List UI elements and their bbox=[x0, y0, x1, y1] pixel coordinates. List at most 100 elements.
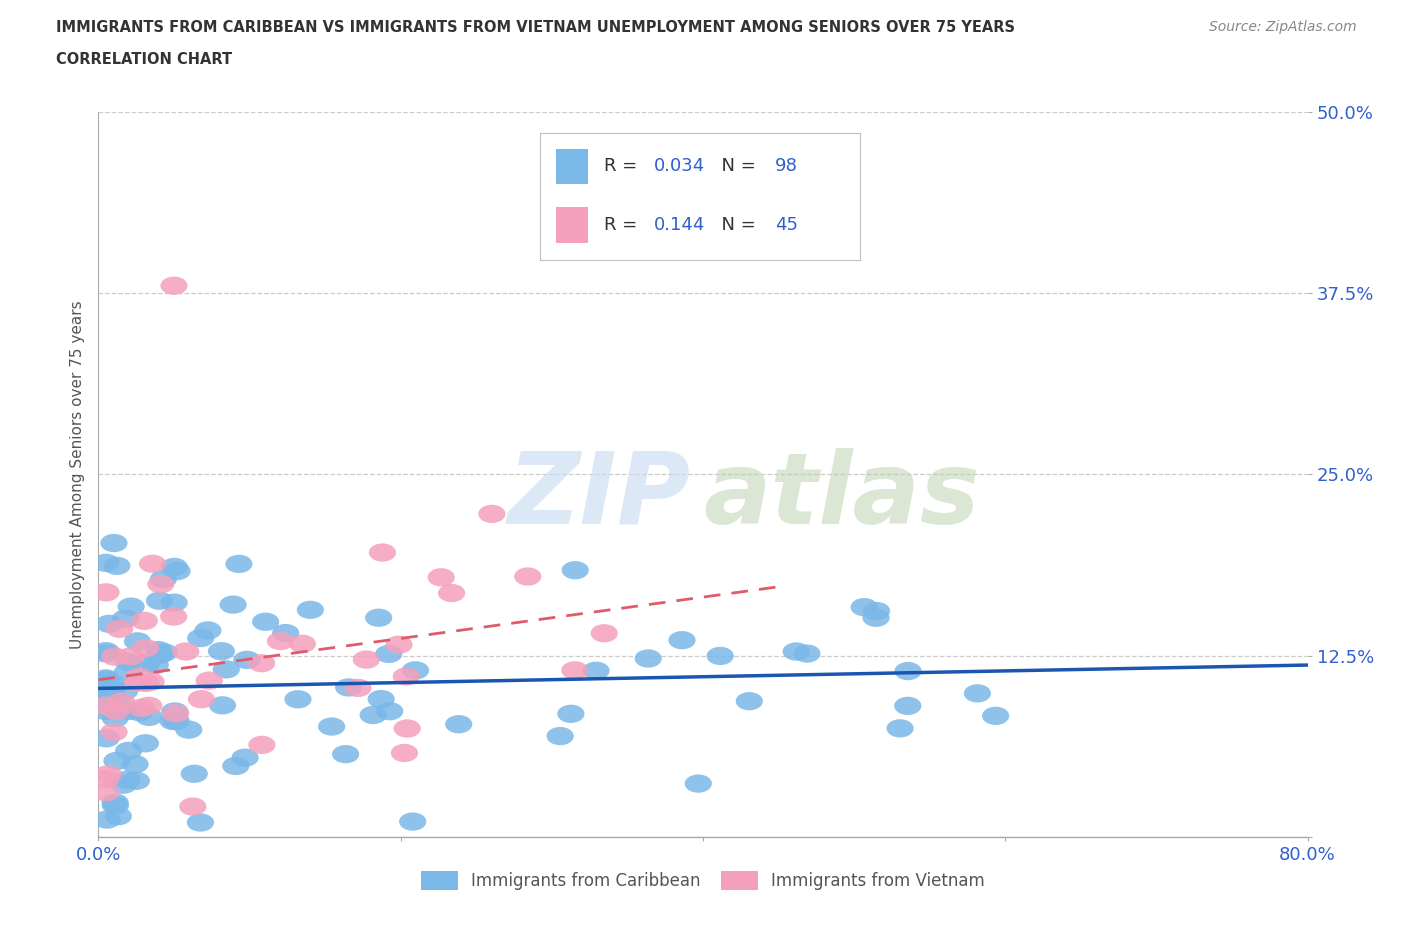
Ellipse shape bbox=[439, 584, 465, 603]
Ellipse shape bbox=[114, 663, 141, 682]
Ellipse shape bbox=[360, 706, 387, 724]
Ellipse shape bbox=[212, 660, 240, 679]
Ellipse shape bbox=[392, 668, 420, 685]
Ellipse shape bbox=[93, 702, 120, 720]
Ellipse shape bbox=[146, 591, 173, 610]
Ellipse shape bbox=[707, 646, 734, 665]
Ellipse shape bbox=[267, 631, 294, 650]
Ellipse shape bbox=[735, 692, 763, 711]
Ellipse shape bbox=[162, 704, 190, 723]
Ellipse shape bbox=[863, 602, 890, 620]
Ellipse shape bbox=[145, 641, 172, 659]
Ellipse shape bbox=[93, 729, 120, 748]
Ellipse shape bbox=[862, 608, 890, 627]
Ellipse shape bbox=[176, 721, 202, 738]
Ellipse shape bbox=[93, 677, 120, 695]
Ellipse shape bbox=[132, 639, 159, 658]
Ellipse shape bbox=[851, 598, 877, 617]
Ellipse shape bbox=[139, 554, 166, 573]
Ellipse shape bbox=[247, 654, 276, 672]
Ellipse shape bbox=[391, 744, 418, 762]
Ellipse shape bbox=[252, 613, 280, 631]
Ellipse shape bbox=[219, 595, 246, 614]
Ellipse shape bbox=[135, 708, 163, 726]
Text: CORRELATION CHART: CORRELATION CHART bbox=[56, 52, 232, 67]
Ellipse shape bbox=[232, 749, 259, 767]
Ellipse shape bbox=[332, 745, 359, 764]
Ellipse shape bbox=[115, 742, 142, 760]
Ellipse shape bbox=[118, 647, 145, 666]
Ellipse shape bbox=[208, 642, 235, 660]
Ellipse shape bbox=[114, 771, 141, 789]
Ellipse shape bbox=[97, 684, 125, 703]
Ellipse shape bbox=[138, 672, 165, 691]
Ellipse shape bbox=[894, 697, 921, 715]
Ellipse shape bbox=[103, 702, 129, 720]
Ellipse shape bbox=[368, 543, 396, 562]
Ellipse shape bbox=[187, 814, 214, 831]
Ellipse shape bbox=[271, 624, 299, 643]
Ellipse shape bbox=[93, 697, 120, 715]
Ellipse shape bbox=[112, 609, 139, 628]
Ellipse shape bbox=[160, 558, 188, 576]
Ellipse shape bbox=[399, 813, 426, 830]
Ellipse shape bbox=[288, 634, 316, 653]
Ellipse shape bbox=[132, 673, 159, 692]
Y-axis label: Unemployment Among Seniors over 75 years: Unemployment Among Seniors over 75 years bbox=[69, 300, 84, 648]
Ellipse shape bbox=[582, 661, 610, 680]
Ellipse shape bbox=[557, 705, 585, 723]
Ellipse shape bbox=[159, 711, 187, 730]
Ellipse shape bbox=[233, 651, 260, 669]
Ellipse shape bbox=[249, 736, 276, 754]
Ellipse shape bbox=[118, 597, 145, 616]
Ellipse shape bbox=[163, 712, 190, 730]
Ellipse shape bbox=[394, 719, 420, 737]
Ellipse shape bbox=[318, 717, 346, 736]
Ellipse shape bbox=[783, 643, 810, 660]
Ellipse shape bbox=[131, 612, 157, 630]
Ellipse shape bbox=[634, 649, 662, 668]
Ellipse shape bbox=[160, 276, 187, 295]
Ellipse shape bbox=[93, 810, 121, 829]
Ellipse shape bbox=[160, 593, 188, 612]
Ellipse shape bbox=[134, 654, 160, 672]
Ellipse shape bbox=[97, 673, 125, 692]
Ellipse shape bbox=[98, 685, 127, 703]
Text: ZIP: ZIP bbox=[508, 447, 690, 545]
Ellipse shape bbox=[104, 807, 132, 825]
Legend: Immigrants from Caribbean, Immigrants from Vietnam: Immigrants from Caribbean, Immigrants fr… bbox=[422, 871, 984, 890]
Ellipse shape bbox=[685, 775, 711, 792]
Ellipse shape bbox=[385, 635, 412, 654]
Ellipse shape bbox=[163, 562, 191, 580]
Ellipse shape bbox=[125, 703, 153, 722]
Ellipse shape bbox=[122, 772, 150, 790]
Ellipse shape bbox=[160, 607, 187, 626]
Ellipse shape bbox=[963, 684, 991, 702]
Ellipse shape bbox=[101, 793, 129, 812]
Ellipse shape bbox=[101, 647, 128, 666]
Ellipse shape bbox=[93, 644, 120, 662]
Ellipse shape bbox=[515, 567, 541, 586]
Text: IMMIGRANTS FROM CARIBBEAN VS IMMIGRANTS FROM VIETNAM UNEMPLOYMENT AMONG SENIORS : IMMIGRANTS FROM CARIBBEAN VS IMMIGRANTS … bbox=[56, 20, 1015, 35]
Ellipse shape bbox=[98, 685, 127, 703]
Ellipse shape bbox=[222, 757, 249, 775]
Ellipse shape bbox=[284, 690, 312, 709]
Ellipse shape bbox=[561, 561, 589, 579]
Ellipse shape bbox=[125, 668, 153, 686]
Ellipse shape bbox=[591, 624, 617, 643]
Ellipse shape bbox=[209, 697, 236, 714]
Ellipse shape bbox=[150, 644, 177, 661]
Ellipse shape bbox=[402, 661, 429, 680]
Ellipse shape bbox=[180, 764, 208, 783]
Ellipse shape bbox=[367, 690, 395, 709]
Ellipse shape bbox=[103, 557, 131, 575]
Ellipse shape bbox=[93, 671, 120, 689]
Ellipse shape bbox=[93, 770, 120, 789]
Ellipse shape bbox=[335, 678, 363, 697]
Ellipse shape bbox=[100, 723, 128, 741]
Ellipse shape bbox=[446, 715, 472, 734]
Ellipse shape bbox=[93, 689, 120, 708]
Ellipse shape bbox=[668, 631, 696, 649]
Ellipse shape bbox=[121, 755, 149, 774]
Ellipse shape bbox=[427, 568, 454, 587]
